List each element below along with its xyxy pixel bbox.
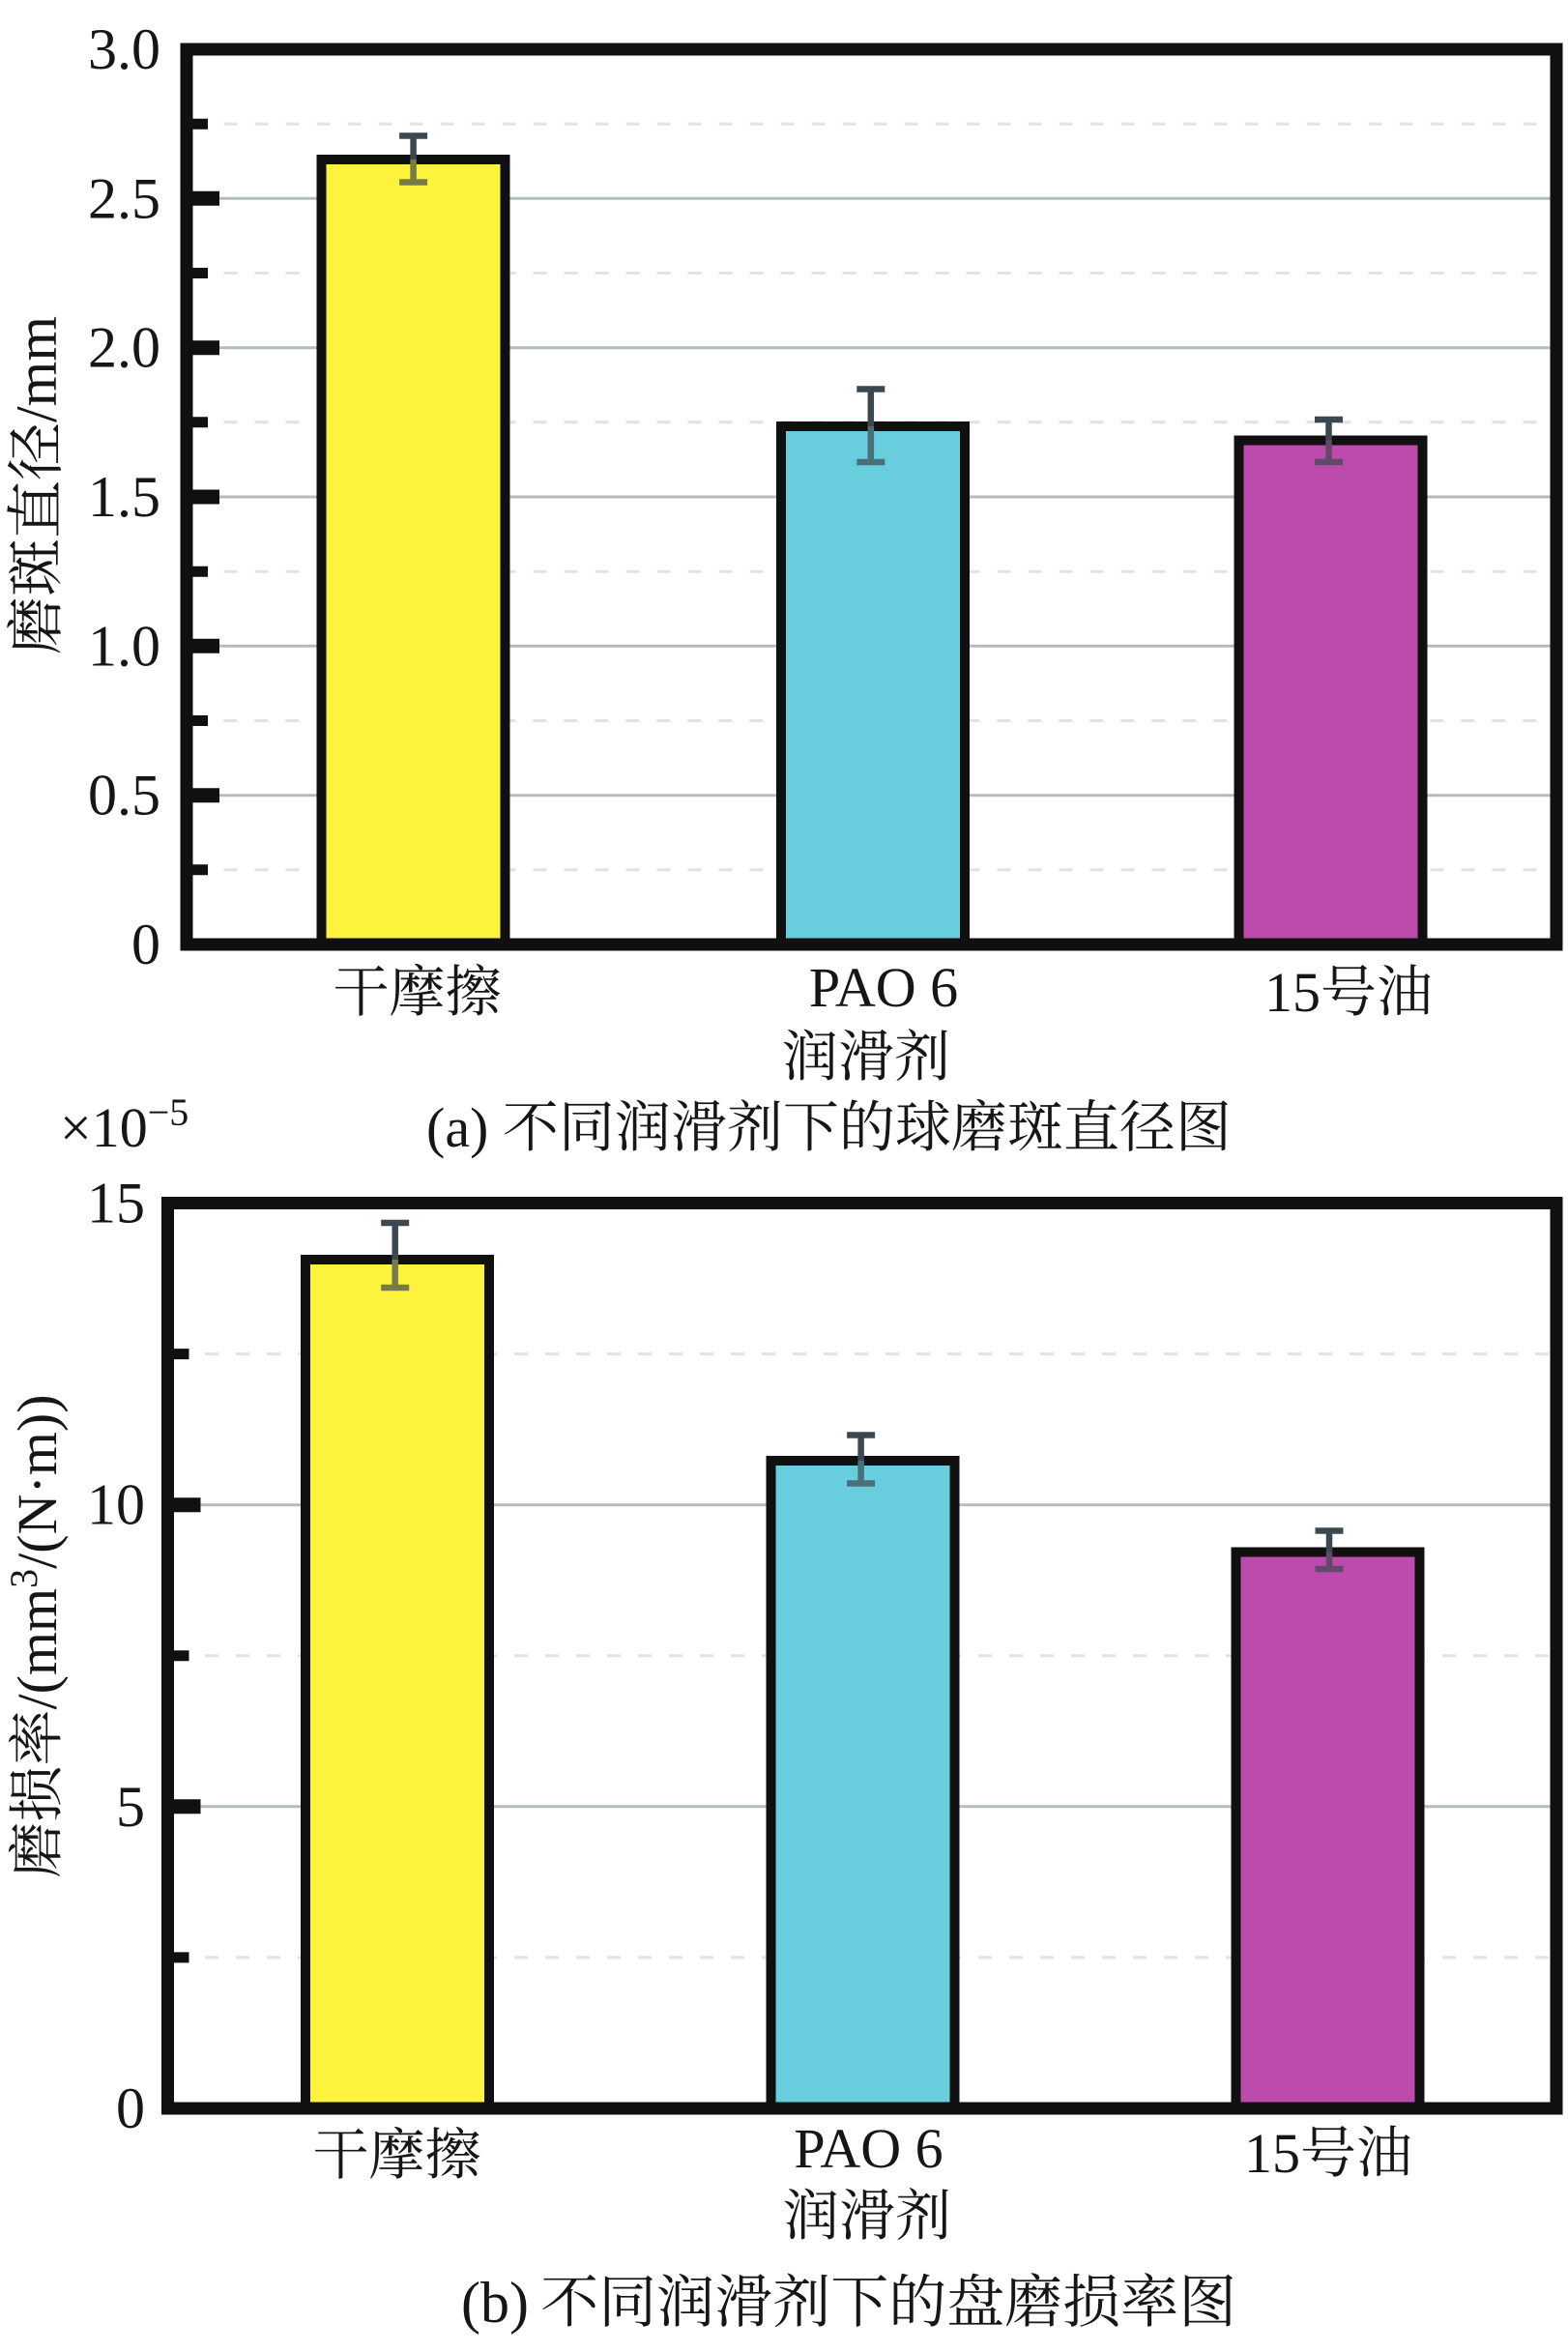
svg-text:2.0: 2.0 bbox=[88, 316, 160, 380]
svg-text:1.0: 1.0 bbox=[88, 614, 160, 678]
svg-text:3.0: 3.0 bbox=[88, 17, 160, 81]
svg-text:(a): (a) bbox=[426, 1096, 488, 1159]
svg-text:1.5: 1.5 bbox=[88, 465, 160, 529]
svg-text:5: 5 bbox=[116, 1775, 145, 1839]
svg-text:(b): (b) bbox=[461, 2271, 529, 2335]
svg-text:15: 15 bbox=[1244, 2122, 1300, 2185]
svg-text:15: 15 bbox=[87, 1172, 145, 1235]
svg-text:/(mm3/(N·m)): /(mm3/(N·m)) bbox=[2, 1394, 69, 1709]
svg-text:PAO 6: PAO 6 bbox=[809, 956, 958, 1019]
svg-text:10: 10 bbox=[87, 1473, 145, 1537]
svg-text:2.5: 2.5 bbox=[88, 166, 160, 230]
svg-text:0: 0 bbox=[116, 2076, 145, 2140]
svg-text:0.5: 0.5 bbox=[88, 764, 160, 828]
svg-text:0: 0 bbox=[131, 913, 160, 976]
svg-text:/mm: /mm bbox=[5, 316, 69, 422]
svg-text:PAO 6: PAO 6 bbox=[794, 2117, 943, 2180]
svg-text:15: 15 bbox=[1264, 961, 1321, 1024]
